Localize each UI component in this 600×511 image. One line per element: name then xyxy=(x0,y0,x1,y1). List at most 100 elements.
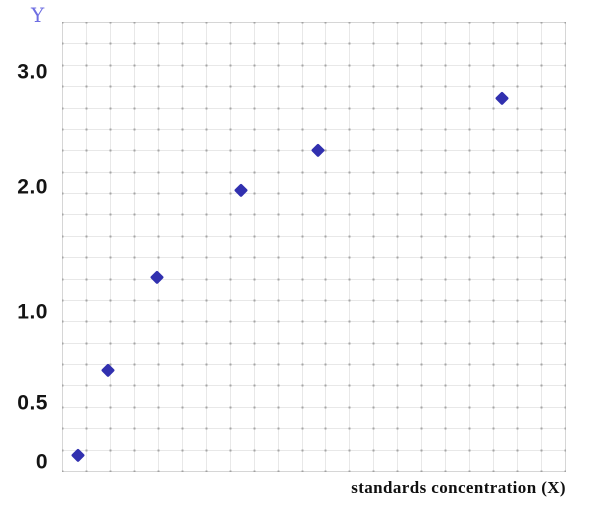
grid-dot xyxy=(516,320,519,323)
grid-dot xyxy=(468,342,471,345)
grid-dot xyxy=(157,22,160,24)
grid-dot xyxy=(348,278,351,281)
grid-dot xyxy=(324,406,327,409)
grid-dot xyxy=(205,85,208,88)
grid-dot xyxy=(157,320,160,323)
grid-dot xyxy=(420,235,423,238)
grid-dot xyxy=(62,363,64,366)
grid-dot xyxy=(157,470,160,472)
grid-dot xyxy=(157,449,160,452)
grid-dot xyxy=(181,235,184,238)
grid-dot xyxy=(205,384,208,387)
grid-dot xyxy=(468,320,471,323)
plot-area xyxy=(62,22,566,472)
grid-dot xyxy=(62,235,64,238)
grid-dot xyxy=(324,107,327,110)
grid-dot xyxy=(205,149,208,152)
grid-dot xyxy=(468,171,471,174)
grid-dot xyxy=(133,128,136,131)
grid-dot xyxy=(62,213,64,216)
grid-dot xyxy=(301,235,304,238)
grid-dot xyxy=(348,22,351,24)
grid-dot xyxy=(205,256,208,259)
grid-dot xyxy=(516,256,519,259)
grid-dot xyxy=(420,278,423,281)
grid-dot xyxy=(181,213,184,216)
grid-dot xyxy=(62,384,64,387)
grid-dot xyxy=(205,342,208,345)
grid-dot xyxy=(396,449,399,452)
grid-dot xyxy=(348,299,351,302)
grid-dot xyxy=(564,256,566,259)
grid-dot xyxy=(109,470,112,472)
grid-dot xyxy=(564,171,566,174)
grid-dot xyxy=(324,342,327,345)
grid-dot xyxy=(444,427,447,430)
grid-dot xyxy=(133,192,136,195)
grid-dot xyxy=(229,384,232,387)
grid-dot xyxy=(253,171,256,174)
grid-dot xyxy=(396,192,399,195)
grid-dot xyxy=(372,320,375,323)
grid-dot xyxy=(205,299,208,302)
grid-dot xyxy=(324,213,327,216)
grid-dot xyxy=(205,171,208,174)
grid-dot xyxy=(181,363,184,366)
grid-dot xyxy=(492,320,495,323)
grid-dot xyxy=(324,171,327,174)
grid-dot xyxy=(444,363,447,366)
grid-dot xyxy=(348,128,351,131)
grid-dot xyxy=(205,213,208,216)
grid-dot xyxy=(109,85,112,88)
grid-dot xyxy=(564,470,566,472)
grid-dot xyxy=(229,107,232,110)
grid-dot xyxy=(348,64,351,67)
grid-dot xyxy=(564,449,566,452)
grid-dot xyxy=(564,149,566,152)
grid-dot xyxy=(492,299,495,302)
grid-dot xyxy=(540,278,543,281)
grid-dot xyxy=(133,342,136,345)
grid-dot xyxy=(516,107,519,110)
grid-dot xyxy=(277,299,280,302)
grid-dot xyxy=(133,449,136,452)
grid-dot xyxy=(348,107,351,110)
grid-dot xyxy=(205,22,208,24)
grid-dot xyxy=(133,107,136,110)
grid-dot xyxy=(492,406,495,409)
grid-dot xyxy=(324,235,327,238)
grid-dot xyxy=(157,406,160,409)
grid-dot xyxy=(564,299,566,302)
grid-dot xyxy=(253,107,256,110)
grid-dot xyxy=(85,299,88,302)
grid-dot xyxy=(372,235,375,238)
grid-dot xyxy=(85,107,88,110)
grid-dot xyxy=(62,427,64,430)
grid-dot xyxy=(372,171,375,174)
grid-dot xyxy=(85,320,88,323)
grid-dot xyxy=(301,22,304,24)
grid-dot xyxy=(348,171,351,174)
grid-dot xyxy=(540,42,543,45)
grid-dot xyxy=(277,107,280,110)
grid-dot xyxy=(109,213,112,216)
grid-dot xyxy=(444,64,447,67)
grid-dot xyxy=(205,278,208,281)
grid-dot xyxy=(205,42,208,45)
grid-dot xyxy=(253,128,256,131)
grid-dot xyxy=(301,107,304,110)
grid-dot xyxy=(372,427,375,430)
grid-dot xyxy=(420,42,423,45)
grid-dot xyxy=(348,192,351,195)
grid-dot xyxy=(324,470,327,472)
grid-dot xyxy=(372,107,375,110)
grid-dot xyxy=(62,107,64,110)
grid-dot xyxy=(444,278,447,281)
grid-dot xyxy=(109,363,112,366)
grid-dot xyxy=(229,406,232,409)
grid-dot xyxy=(301,427,304,430)
grid-dot xyxy=(301,42,304,45)
grid-dot xyxy=(109,128,112,131)
grid-dot xyxy=(420,427,423,430)
